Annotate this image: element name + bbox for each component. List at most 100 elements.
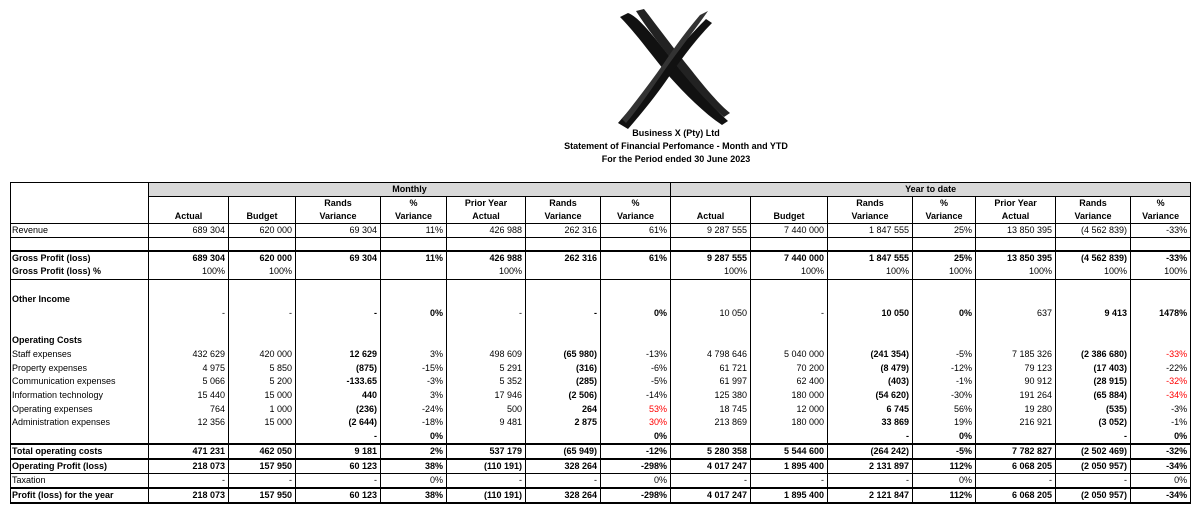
value-cell: 61% [599,250,672,266]
value-cell [750,292,829,307]
value-cell [599,237,672,252]
value-cell: 7 440 000 [750,250,829,266]
value-cell [670,237,752,252]
value-cell [446,279,526,293]
value-cell: 620 000 [228,223,296,239]
row-label: Operating Profit (loss) [10,457,149,474]
column-header: Variance [912,210,977,225]
logo [618,9,730,129]
value-cell [1130,320,1192,334]
value-cell: 100% [827,265,914,280]
value-cell: 262 316 [525,223,601,239]
value-cell: -12% [912,361,977,375]
value-cell: 112% [912,486,977,504]
value-cell: 13 850 395 [975,250,1057,266]
value-cell: (28 915) [1055,374,1132,389]
value-cell [670,429,752,444]
value-cell: 100% [912,265,977,280]
value-cell [380,237,447,252]
table-row [10,279,1192,293]
value-cell [380,320,447,334]
value-cell: 264 [525,402,601,416]
value-cell [599,333,672,348]
value-cell [975,429,1057,444]
value-cell: 112% [912,457,977,474]
value-cell [827,279,914,293]
value-cell: 61 721 [670,361,752,375]
value-cell: 9 287 555 [670,223,752,239]
value-cell [670,279,752,293]
column-header: Rands [827,196,914,211]
value-cell [1130,237,1192,252]
value-cell [380,279,447,293]
value-cell: 3% [380,347,447,362]
value-cell: 9 413 [1055,306,1132,321]
value-cell: (535) [1055,402,1132,416]
value-cell [446,429,526,444]
value-cell [599,279,672,293]
value-cell: 0% [599,473,672,489]
table-row: Staff expenses 432 629 420 000 12 629 3% 498 … [10,347,1192,362]
value-cell: 5 200 [228,374,296,389]
value-cell [975,292,1057,307]
value-cell: -34% [1130,486,1192,504]
value-cell: -30% [912,388,977,403]
table-row: Gross Profit (loss) 689 304 620 000 69 304 1… [10,250,1192,266]
value-cell: 15 440 [148,388,229,403]
value-cell: - [670,473,752,489]
column-header [148,196,229,211]
value-cell: 328 264 [525,457,601,474]
value-cell: -34% [1130,388,1192,403]
table-row [10,237,1192,252]
value-cell: 62 400 [750,374,829,389]
value-cell: (65 949) [525,442,601,459]
corner-cell [10,196,149,211]
value-cell: 6 068 205 [975,457,1057,474]
value-cell [599,320,672,334]
value-cell [827,292,914,307]
value-cell [599,292,672,307]
value-cell: 33 869 [827,415,914,430]
value-cell: 5 850 [228,361,296,375]
value-cell: 100% [670,265,752,280]
row-label: Gross Profit (loss) [10,250,149,266]
value-cell: 79 123 [975,361,1057,375]
row-label [10,429,149,444]
value-cell [750,429,829,444]
value-cell: -32% [1130,442,1192,459]
value-cell: 15 000 [228,388,296,403]
value-cell: 426 988 [446,223,526,239]
row-label: Operating Costs [10,333,149,348]
value-cell: -32% [1130,374,1192,389]
value-cell [446,237,526,252]
value-cell: 500 [446,402,526,416]
value-cell [446,292,526,307]
value-cell [1055,320,1132,334]
value-cell: 0% [912,429,977,444]
value-cell: 125 380 [670,388,752,403]
value-cell [228,279,296,293]
value-cell: 9 287 555 [670,250,752,266]
value-cell: 0% [380,306,447,321]
value-cell: 218 073 [148,457,229,474]
value-cell: 5 352 [446,374,526,389]
value-cell: 9 181 [295,442,381,459]
value-cell: 60 123 [295,457,381,474]
value-cell: - [827,473,914,489]
table-row: Communication expenses 5 066 5 200 -133.65-… [10,374,1192,389]
column-header: Actual [446,210,526,225]
value-cell: 9 481 [446,415,526,430]
value-cell: 5 066 [148,374,229,389]
value-cell [750,237,829,252]
value-cell: - [827,429,914,444]
value-cell [1055,292,1132,307]
value-cell: 440 [295,388,381,403]
column-header: Actual [975,210,1057,225]
value-cell: - [525,473,601,489]
value-cell: - [525,306,601,321]
value-cell: 216 921 [975,415,1057,430]
value-cell [1130,279,1192,293]
value-cell: 0% [599,306,672,321]
value-cell: 100% [750,265,829,280]
column-header: % [912,196,977,211]
